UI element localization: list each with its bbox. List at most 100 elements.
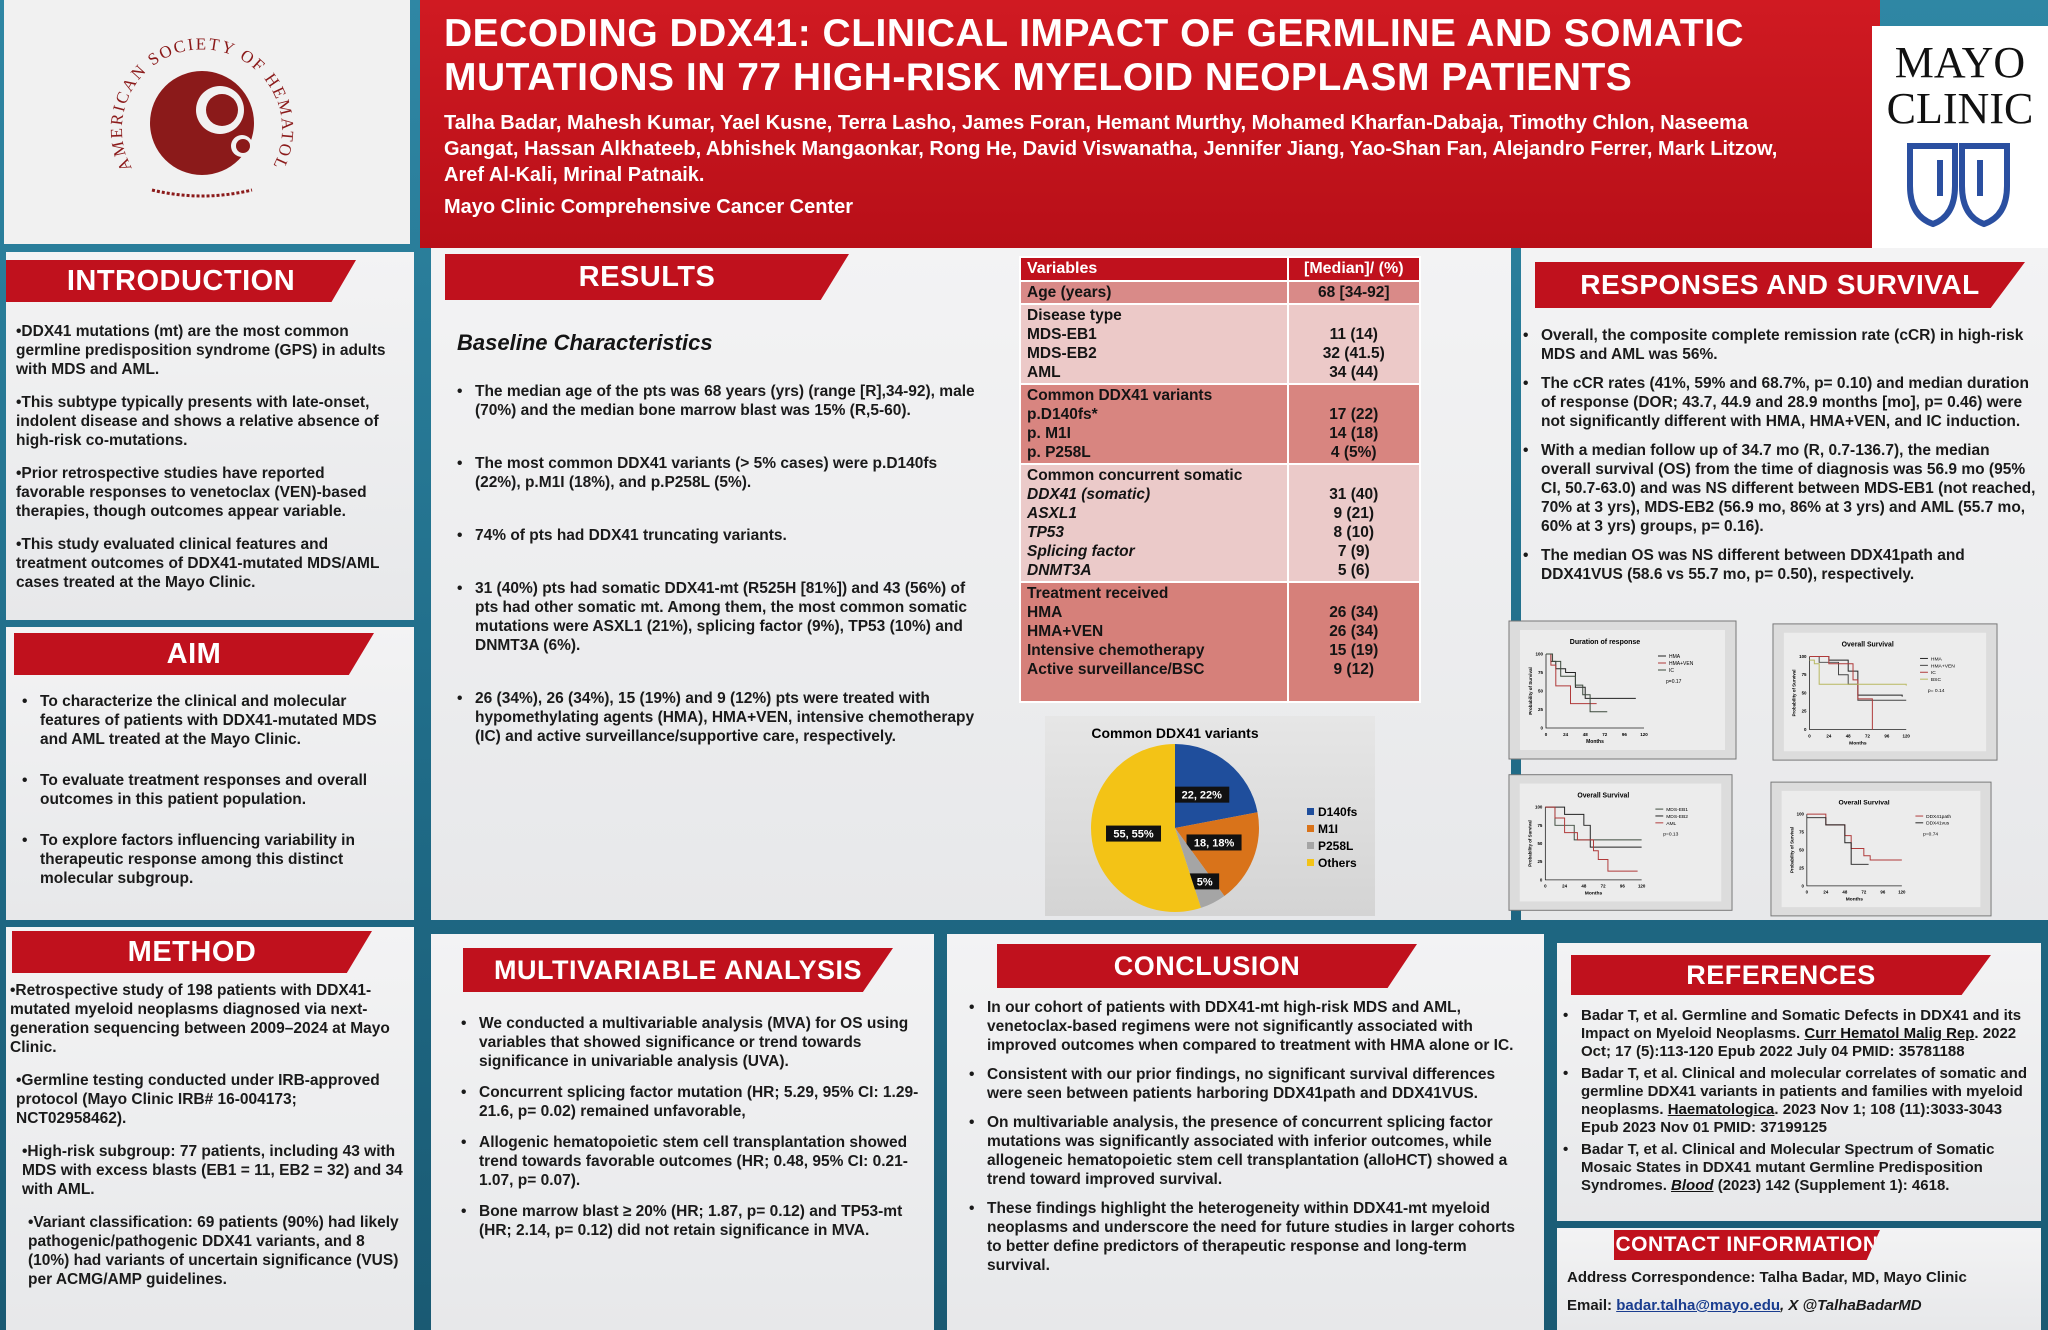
- mayo-logo-text-1: MAYO: [1894, 38, 2026, 87]
- km-x-tick: 48: [1583, 732, 1589, 737]
- km-y-tick: 75: [1538, 670, 1544, 675]
- km-chart-os-by-disease: Overall Survival 0 24 48 72 96 120 0 25 50 75 100 Mo…: [1508, 774, 1733, 911]
- conclusion-item: These findings highlight the heterogenei…: [967, 1199, 1532, 1275]
- table-row-label: DDX41 (somatic): [1027, 486, 1151, 503]
- km-y-tick: 0: [1804, 727, 1807, 732]
- reference-journal-link[interactable]: Blood: [1671, 1177, 1714, 1194]
- km-x-tick: 48: [1581, 884, 1586, 889]
- km-y-tick: 50: [1799, 847, 1804, 852]
- km-y-label: Probability of Survival: [1789, 827, 1794, 873]
- km-x-tick: 120: [1640, 732, 1648, 737]
- km-y-tick: 100: [1535, 805, 1543, 810]
- reference-details: . 2022 Oct; 17 (5):113-120 Epub 2022 Jul…: [1581, 1025, 2017, 1060]
- km-curve-hma-ven: [1546, 653, 1597, 705]
- results-list: The median age of the pts was 68 years (…: [455, 382, 975, 768]
- km-curve-aml: [1545, 806, 1638, 872]
- responses-item: The cCR rates (41%, 59% and 68.7%, p= 0.…: [1521, 374, 2037, 431]
- pie-slice-m1i: [1175, 812, 1259, 896]
- km-legend-label: DDX41vus: [1926, 821, 1950, 827]
- pie-data-label-text: 22, 22%: [1182, 790, 1223, 802]
- pie-legend-item: Others: [1307, 856, 1357, 870]
- km-x-tick: 120: [1903, 733, 1911, 738]
- email-link[interactable]: badar.talha@mayo.edu: [1616, 1297, 1781, 1314]
- km-y-tick: 0: [1801, 883, 1804, 888]
- reference-text: Badar T, et al. Clinical and molecular c…: [1581, 1065, 2027, 1118]
- x-handle[interactable]: @TalhaBadarMD: [1802, 1297, 1922, 1314]
- km-chart-duration-of-response: Duration of response 0 24 48 72 96 120 0 25 50 75 1…: [1508, 620, 1737, 760]
- table-row-label: Active surveillance/BSC: [1027, 661, 1205, 678]
- table-value: 15 (19): [1329, 642, 1379, 659]
- results-item: 26 (34%), 26 (34%), 15 (19%) and 9 (12%)…: [455, 689, 975, 746]
- km-y-label: Probability of Survival: [1528, 667, 1533, 715]
- contact-email-line: Email: badar.talha@mayo.edu, X @TalhaBad…: [1567, 1296, 1922, 1315]
- pie-data-label: 55, 55%: [1106, 825, 1162, 842]
- km-y-tick: 50: [1802, 690, 1807, 695]
- table-group-header: Treatment received: [1027, 585, 1169, 602]
- km-x-tick: 0: [1545, 732, 1548, 737]
- method-item: •High-risk subgroup: 77 patients, includ…: [22, 1143, 403, 1198]
- multivariable-item: We conducted a multivariable analysis (M…: [459, 1014, 919, 1071]
- email-label: Email:: [1567, 1297, 1617, 1314]
- table-value: 26 (34): [1329, 623, 1379, 640]
- responses-item: With a median follow up of 34.7 mo (R, 0…: [1521, 441, 2037, 536]
- km-y-tick: 25: [1802, 709, 1807, 714]
- reference-item: Badar T, et al. Germline and Somatic Def…: [1561, 1007, 2031, 1061]
- reference-journal-link[interactable]: Curr Hematol Malig Rep: [1804, 1025, 1975, 1042]
- km-p-value: p=0.17: [1666, 679, 1682, 685]
- table-value: 9 (12): [1333, 661, 1375, 678]
- km-curve-mds-eb2: [1545, 806, 1642, 848]
- km-p-value: p= 0.14: [1928, 688, 1945, 694]
- km-x-tick: 48: [1846, 733, 1851, 738]
- conclusion-heading: CONCLUSION: [997, 944, 1417, 988]
- km-y-tick: 50: [1538, 689, 1544, 694]
- conclusion-item: In our cohort of patients with DDX41-mt …: [967, 998, 1532, 1055]
- pie-data-label-text: 18, 18%: [1194, 837, 1235, 849]
- table-group: Disease type MDS-EB1 MDS-EB2 AML 11 (14) 32 …: [1019, 303, 1422, 385]
- km-x-tick: 24: [1826, 733, 1831, 738]
- introduction-text: •DDX41 mutations (mt) are the most commo…: [16, 322, 396, 606]
- method-heading: METHOD: [12, 931, 372, 973]
- table-row-label: AML: [1027, 364, 1061, 381]
- km-x-tick: 72: [1861, 890, 1866, 895]
- km-x-tick: 48: [1842, 890, 1847, 895]
- table-group: Age (years) 68 [34-92]: [1019, 280, 1422, 305]
- km-y-tick: 25: [1799, 865, 1804, 870]
- table-value: 31 (40): [1329, 486, 1379, 503]
- km-x-tick: 96: [1622, 732, 1628, 737]
- ash-logo: AMERICAN SOCIETY OF HEMATOLOGY: [102, 18, 295, 198]
- table-value: 26 (34): [1329, 604, 1379, 621]
- km-title: Overall Survival: [1842, 642, 1894, 649]
- contact-heading: CONTACT INFORMATION: [1614, 1230, 1880, 1260]
- km-legend-label: HMA: [1669, 654, 1681, 660]
- conclusion-list: In our cohort of patients with DDX41-mt …: [967, 998, 1532, 1297]
- method-text: •Retrospective study of 198 patients wit…: [10, 981, 410, 1303]
- reference-journal-link[interactable]: Haematologica: [1667, 1101, 1775, 1118]
- aim-item: To explore factors influencing variabili…: [20, 831, 400, 888]
- km-legend-label: MDS-EB1: [1666, 807, 1688, 813]
- table-group-header: Age (years): [1027, 284, 1112, 301]
- responses-item: Overall, the composite complete remissio…: [1521, 326, 2037, 364]
- x-label: , X: [1780, 1297, 1803, 1314]
- introduction-item: •Prior retrospective studies have report…: [16, 465, 367, 520]
- table-value: 17 (22): [1329, 406, 1379, 423]
- pie-legend-label: M1I: [1318, 822, 1338, 836]
- km-x-tick: 96: [1880, 890, 1885, 895]
- table-row-label: p.D140fs*: [1027, 406, 1098, 423]
- km-y-label: Probability of Survival: [1792, 670, 1797, 717]
- introduction-item: •This study evaluated clinical features …: [16, 536, 380, 591]
- responses-item: The median OS was NS different between D…: [1521, 546, 2037, 584]
- results-item: The most common DDX41 variants (> 5% cas…: [455, 454, 975, 492]
- table-row-label: Splicing factor: [1027, 543, 1135, 560]
- table-value: 4 (5%): [1330, 444, 1377, 461]
- pie-chart-panel: Common DDX41 variants 22, 22% 18, 18% 5, 5%…: [1045, 716, 1375, 916]
- results-heading: RESULTS: [445, 254, 849, 300]
- table-group-header: Disease type: [1027, 307, 1122, 324]
- km-axes: [1809, 656, 1907, 730]
- table-row-label: MDS-EB2: [1027, 345, 1097, 362]
- km-axes: [1806, 814, 1902, 887]
- km-axes: [1544, 807, 1642, 881]
- table-value: 14 (18): [1329, 425, 1379, 442]
- table-row-label: p. P258L: [1027, 444, 1091, 461]
- poster-title: DECODING DDX41: CLINICAL IMPACT OF GERML…: [444, 12, 1745, 99]
- table-row-label: HMA: [1027, 604, 1063, 621]
